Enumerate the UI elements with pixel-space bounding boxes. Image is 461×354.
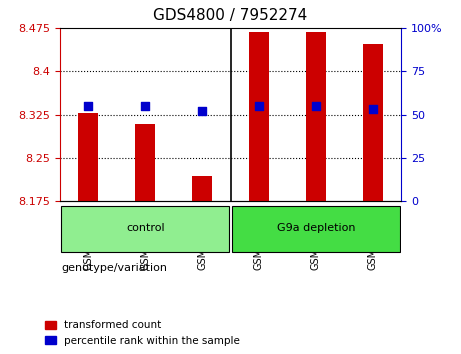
Bar bbox=[249, 32, 269, 201]
Point bbox=[142, 103, 149, 109]
Bar bbox=[306, 32, 326, 201]
Bar bbox=[363, 44, 383, 201]
Point bbox=[369, 107, 376, 112]
Point bbox=[312, 103, 319, 109]
FancyBboxPatch shape bbox=[61, 206, 230, 252]
Bar bbox=[78, 113, 98, 201]
Title: GDS4800 / 7952274: GDS4800 / 7952274 bbox=[154, 8, 307, 23]
Point bbox=[255, 103, 263, 109]
Point bbox=[85, 103, 92, 109]
FancyBboxPatch shape bbox=[231, 206, 400, 252]
Bar bbox=[135, 124, 155, 201]
Text: G9a depletion: G9a depletion bbox=[277, 223, 355, 233]
Bar bbox=[192, 176, 212, 201]
Text: control: control bbox=[126, 223, 165, 233]
Text: genotype/variation: genotype/variation bbox=[61, 263, 167, 273]
Legend: transformed count, percentile rank within the sample: transformed count, percentile rank withi… bbox=[42, 317, 243, 349]
Point bbox=[198, 108, 206, 114]
